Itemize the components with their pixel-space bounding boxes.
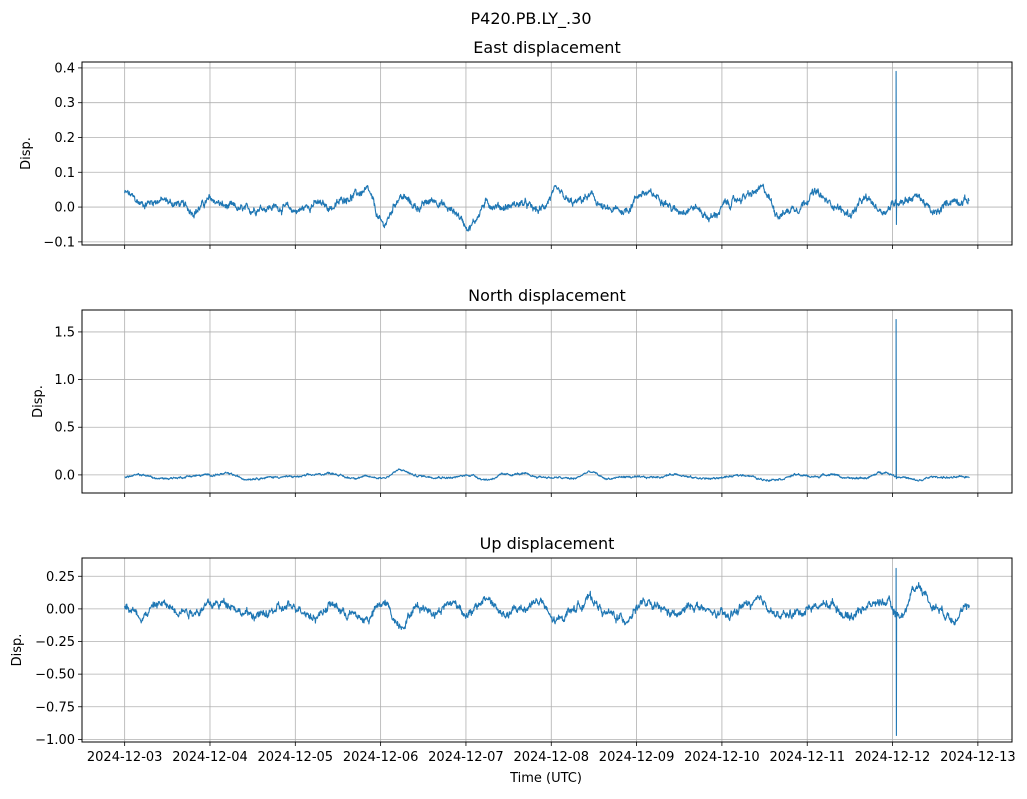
y-tick-label: 0.4 [54,61,75,76]
figure-title: P420.PB.LY_.30 [471,9,592,29]
series-line [124,567,970,737]
y-tick-label: 0.25 [46,570,75,585]
axes-frame [81,309,1013,494]
panel-title: Up displacement [480,534,615,553]
y-tick-label: −0.50 [35,668,75,683]
panel-0: −0.1 0.0 0.1 0.2 0.3 0.4 East displacement Disp… [19,38,1013,250]
x-tick-label: 2024-12-06 [343,750,419,765]
panel-2: 2024-12-03 2024-12-04 2024-12-05 2024-12-06… [10,534,1016,765]
x-tick-label: 2024-12-08 [513,750,589,765]
y-tick-label: 0.00 [46,602,75,617]
axes-frame [81,557,1013,743]
x-axis-label: Time (UTC) [509,771,582,786]
panel-1: 0.0 0.5 1.0 1.5 North displacement Disp. [31,286,1013,497]
y-axis-label: Disp. [19,137,34,170]
axes-frame [81,61,1013,246]
y-tick-label: −0.1 [43,235,75,250]
x-tick-label: 2024-12-03 [87,750,163,765]
x-tick-label: 2024-12-12 [855,750,931,765]
x-tick-label: 2024-12-11 [769,750,845,765]
panel-title: East displacement [473,38,620,57]
x-tick-label: 2024-12-05 [258,750,334,765]
x-tick-label: 2024-12-10 [684,750,760,765]
y-tick-label: −1.00 [35,733,75,748]
y-tick-label: 0.1 [54,166,75,181]
y-tick-label: 0.0 [54,468,75,483]
y-tick-label: 0.0 [54,201,75,216]
x-tick-label: 2024-12-13 [940,750,1016,765]
y-axis-label: Disp. [10,634,25,667]
panel-title: North displacement [468,286,626,305]
series-line [124,318,970,482]
y-tick-label: 0.3 [54,96,75,111]
y-tick-label: −0.25 [35,635,75,650]
y-tick-label: 1.5 [54,325,75,340]
y-tick-label: 0.5 [54,421,75,436]
x-tick-label: 2024-12-09 [599,750,675,765]
y-axis-label: Disp. [31,385,46,418]
x-tick-label: 2024-12-07 [428,750,504,765]
series-line [124,70,970,232]
x-tick-label: 2024-12-04 [172,750,248,765]
y-tick-label: 0.2 [54,131,75,146]
y-tick-label: −0.75 [35,700,75,715]
y-tick-label: 1.0 [54,373,75,388]
